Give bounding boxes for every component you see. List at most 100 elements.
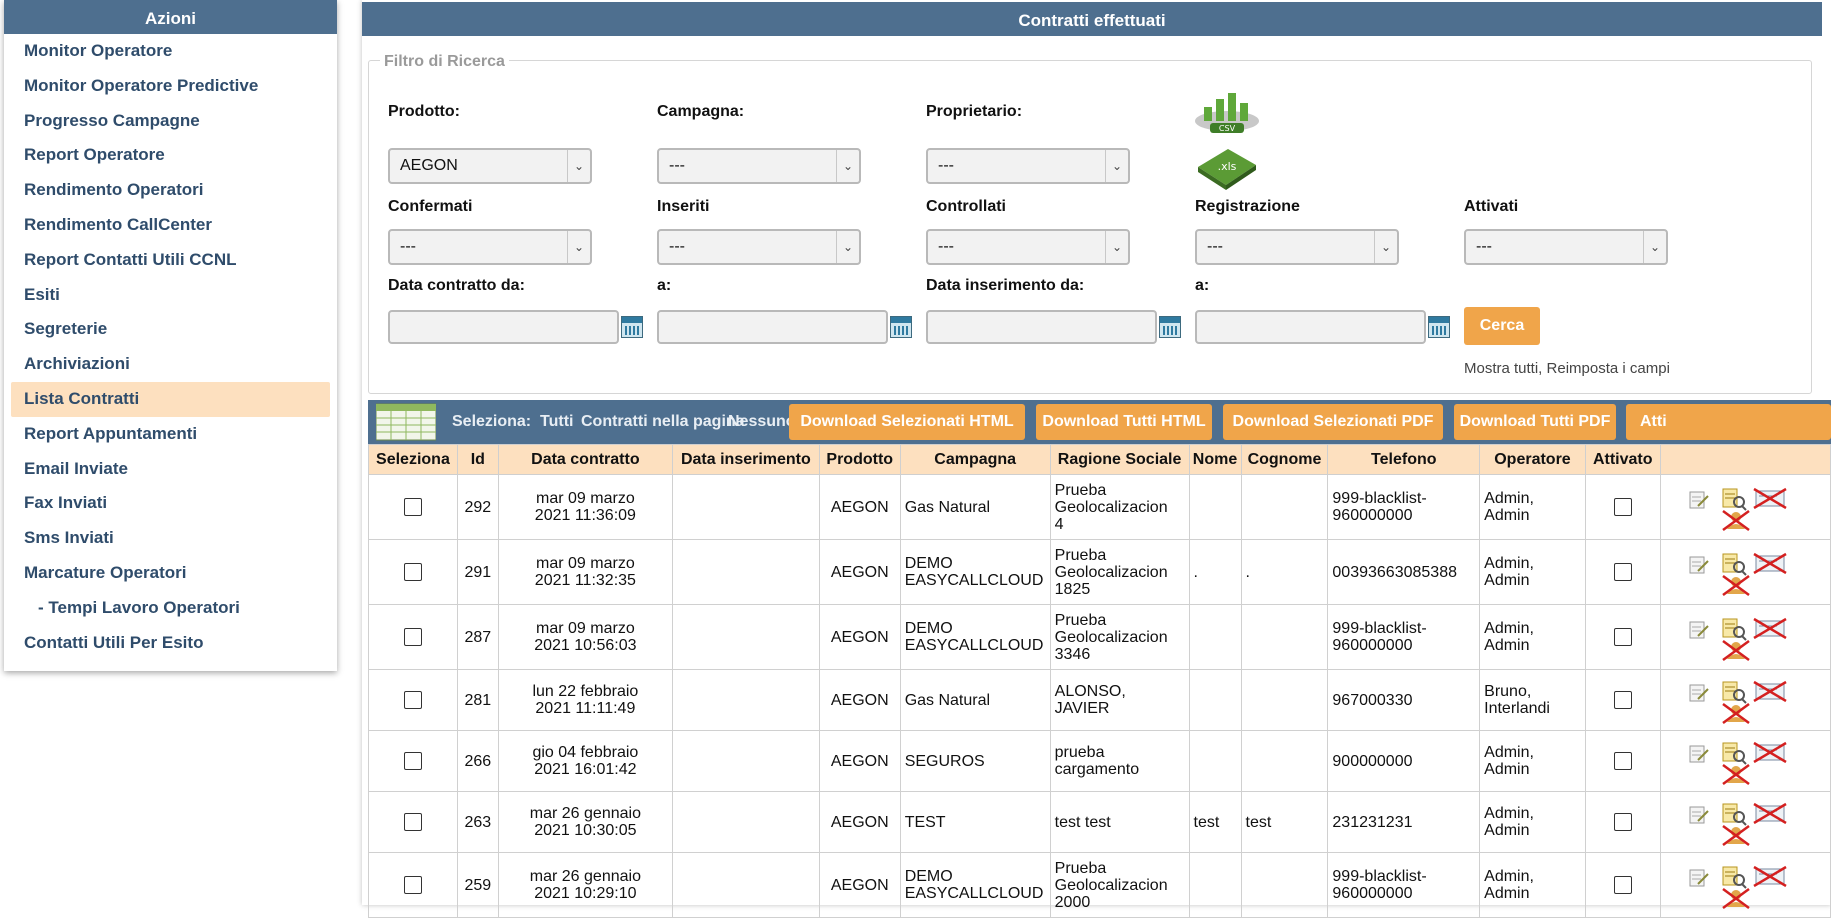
document-view-icon[interactable] [1721, 617, 1747, 641]
sidebar-item-sms-inviati[interactable]: Sms Inviati [24, 528, 114, 548]
sidebar-item-monitor-operatore-predictive[interactable]: Monitor Operatore Predictive [24, 75, 259, 95]
calendar-icon[interactable] [1159, 316, 1181, 338]
campagna-select[interactable]: --- ⌄ [657, 148, 861, 184]
ragione-line: Geolocalizacion [1054, 498, 1168, 516]
inseriti-select[interactable]: --- ⌄ [657, 229, 861, 265]
row-select-checkbox[interactable] [403, 691, 422, 709]
download-selected-html-button[interactable]: Download Selezionati HTML [789, 404, 1025, 440]
delete-user-icon[interactable] [1721, 639, 1751, 661]
sidebar-item-report-appuntamenti[interactable]: Report Appuntamenti [24, 423, 198, 443]
cancel-card-icon[interactable] [1753, 865, 1787, 887]
prodotto-select[interactable]: AEGON ⌄ [388, 148, 592, 184]
cancel-card-icon[interactable] [1753, 487, 1787, 509]
edit-icon[interactable] [1689, 806, 1709, 824]
sidebar-item-monitor-operatore[interactable]: Monitor Operatore [24, 41, 173, 60]
sidebar-item-rendimento-callcenter[interactable]: Rendimento CallCenter [24, 214, 212, 234]
ragione-line: JAVIER [1054, 700, 1110, 717]
cancel-card-icon[interactable] [1753, 680, 1787, 702]
cancel-card-icon[interactable] [1753, 741, 1787, 763]
document-view-icon[interactable] [1721, 802, 1747, 826]
edit-icon[interactable] [1689, 684, 1709, 702]
row-select-checkbox[interactable] [403, 752, 422, 770]
edit-icon[interactable] [1689, 745, 1709, 763]
edit-icon[interactable] [1689, 869, 1709, 887]
document-view-icon[interactable] [1721, 865, 1747, 889]
select-none-link[interactable]: Nessuno [728, 413, 796, 430]
attivato-checkbox[interactable] [1613, 563, 1632, 581]
edit-icon[interactable] [1689, 491, 1709, 509]
edit-icon[interactable] [1689, 556, 1709, 574]
sidebar-item-marcature-operatori[interactable]: Marcature Operatori [24, 562, 187, 582]
campagna-cell: SEGUROS [899, 730, 1051, 792]
delete-user-icon[interactable] [1721, 702, 1751, 724]
xls-export-icon[interactable]: .xls [1194, 143, 1260, 191]
row-select-checkbox[interactable] [403, 563, 422, 581]
ragione-line: 4 [1054, 515, 1064, 533]
attiva-button[interactable]: Atti [1626, 404, 1831, 440]
sidebar-item-fax-inviati[interactable]: Fax Inviati [24, 493, 108, 513]
sidebar-item-esiti[interactable]: Esiti [24, 284, 60, 304]
table-row: 263 mar 26 gennaio 2021 10:30:05 AEGON TE… [368, 791, 1831, 853]
delete-user-icon[interactable] [1721, 763, 1751, 785]
attivato-checkbox[interactable] [1613, 628, 1632, 646]
sidebar-item-report-operatore[interactable]: Report Operatore [24, 145, 165, 165]
row-select-checkbox[interactable] [403, 876, 422, 894]
cerca-button[interactable]: Cerca [1464, 307, 1540, 345]
sidebar-item-progresso-campagne[interactable]: Progresso Campagne [24, 110, 200, 130]
data-inserimento-a-input[interactable] [1195, 310, 1426, 344]
attivato-checkbox[interactable] [1613, 876, 1632, 894]
document-view-icon[interactable] [1721, 741, 1747, 765]
sidebar-item-segreterie[interactable]: Segreterie [24, 319, 108, 339]
sidebar-item-contatti-utili-per-esito[interactable]: Contatti Utili Per Esito [24, 632, 204, 652]
data-contratto-a-input[interactable] [657, 310, 888, 344]
sidebar-item-tempi-lavoro-operatori[interactable]: - Tempi Lavoro Operatori [38, 597, 240, 617]
data-inserimento-da-input[interactable] [926, 310, 1157, 344]
cancel-card-icon[interactable] [1753, 617, 1787, 639]
document-view-icon[interactable] [1721, 680, 1747, 704]
calendar-icon[interactable] [621, 316, 643, 338]
sidebar-item-email-inviate[interactable]: Email Inviate [24, 458, 128, 478]
show-all-reset-link[interactable]: Mostra tutti, Reimposta i campi [1464, 360, 1670, 377]
data-contratto-da-label: Data contratto da: [388, 277, 525, 294]
csv-export-icon[interactable]: CSV [1192, 89, 1262, 137]
delete-user-icon[interactable] [1721, 509, 1751, 531]
attivato-checkbox[interactable] [1613, 752, 1632, 770]
operatore-line: Admin [1484, 572, 1530, 589]
sidebar-item-rendimento-operatori[interactable]: Rendimento Operatori [24, 180, 204, 200]
attivato-checkbox[interactable] [1613, 813, 1632, 831]
document-view-icon[interactable] [1721, 552, 1747, 576]
campagna-line: DEMO [904, 555, 953, 572]
actions-cell [1659, 604, 1831, 670]
delete-user-icon[interactable] [1721, 574, 1751, 596]
prodotto-cell: AEGON [818, 474, 901, 540]
data-contratto-da-input[interactable] [388, 310, 619, 344]
select-page-link[interactable]: Contratti nella pagina [581, 413, 745, 430]
cancel-card-icon[interactable] [1753, 802, 1787, 824]
sidebar-item-lista-contratti[interactable]: Lista Contratti [11, 381, 330, 417]
attivato-checkbox[interactable] [1613, 498, 1632, 516]
row-select-checkbox[interactable] [403, 813, 422, 831]
row-select-checkbox[interactable] [403, 628, 422, 646]
cancel-card-icon[interactable] [1753, 552, 1787, 574]
delete-user-icon[interactable] [1721, 887, 1751, 909]
calendar-icon[interactable] [890, 316, 912, 338]
sidebar-item-archiviazioni[interactable]: Archiviazioni [24, 354, 130, 374]
document-view-icon[interactable] [1721, 487, 1747, 511]
confermati-select[interactable]: --- ⌄ [388, 229, 592, 265]
sidebar-item-report-contatti-utili-ccnl[interactable]: Report Contatti Utili CCNL [24, 249, 237, 269]
registrazione-select[interactable]: --- ⌄ [1195, 229, 1399, 265]
download-selected-pdf-button[interactable]: Download Selezionati PDF [1223, 404, 1443, 440]
proprietario-select[interactable]: --- ⌄ [926, 148, 1130, 184]
select-all-link[interactable]: Tutti [540, 413, 574, 430]
controllati-select[interactable]: --- ⌄ [926, 229, 1130, 265]
attivato-checkbox[interactable] [1613, 691, 1632, 709]
data-inserimento-cell [671, 474, 820, 540]
edit-icon[interactable] [1689, 621, 1709, 639]
download-all-pdf-button[interactable]: Download Tutti PDF [1454, 404, 1616, 440]
row-select-checkbox[interactable] [403, 498, 422, 516]
download-all-html-button[interactable]: Download Tutti HTML [1036, 404, 1212, 440]
col-data-inserimento: Data inserimento [671, 444, 820, 475]
attivati-select[interactable]: --- ⌄ [1464, 229, 1668, 265]
delete-user-icon[interactable] [1721, 824, 1751, 846]
calendar-icon[interactable] [1428, 316, 1450, 338]
